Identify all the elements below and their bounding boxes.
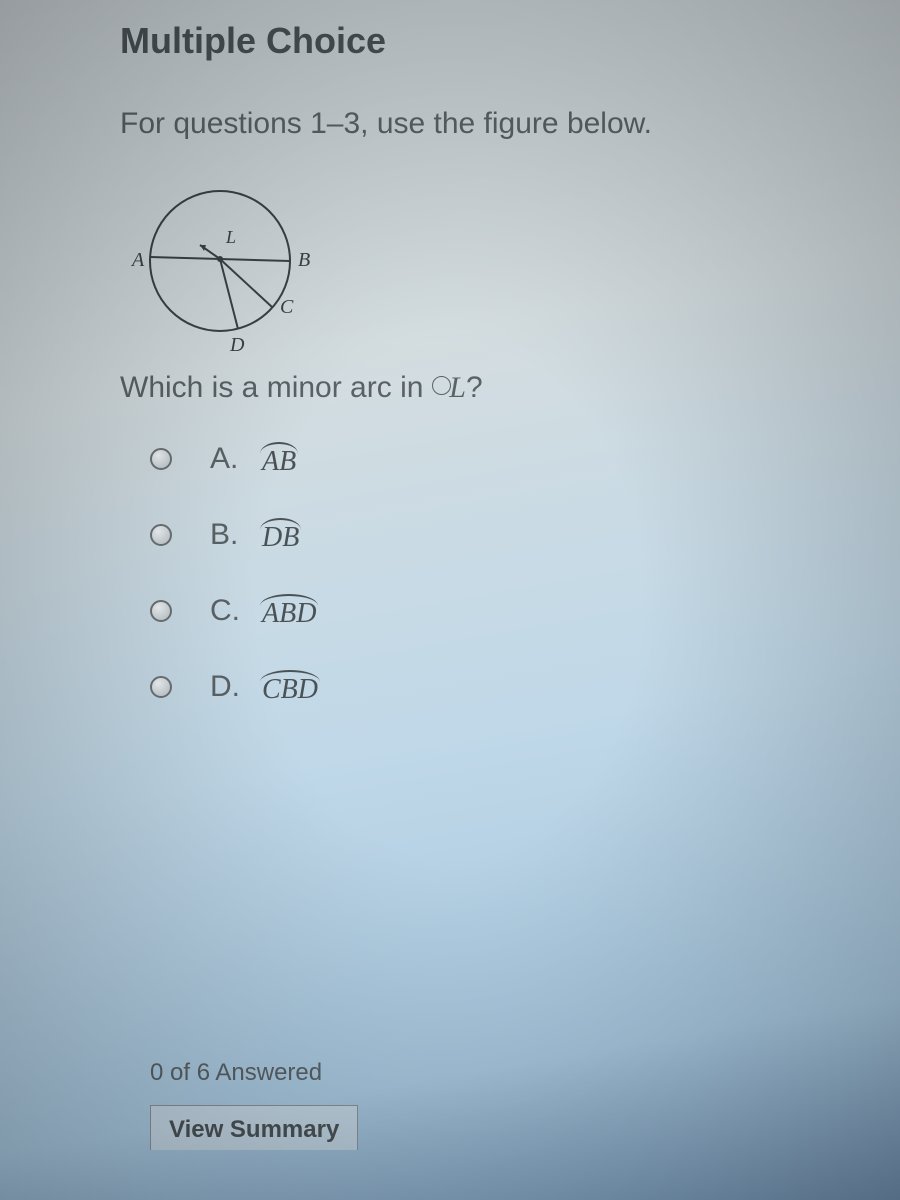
label-L: L (225, 227, 236, 247)
radio-C[interactable] (150, 600, 172, 622)
circle-variable: L (449, 371, 466, 404)
option-letter-C: C. (210, 594, 262, 628)
circle-diagram: A B C D L (120, 181, 340, 361)
arc-ABD: ABD (262, 592, 316, 630)
option-A[interactable]: A. AB (150, 440, 870, 478)
option-B[interactable]: B. DB (150, 516, 870, 554)
question-suffix: ? (466, 371, 483, 404)
option-letter-A: A. (210, 442, 262, 476)
radius-LC (220, 259, 272, 307)
label-A: A (130, 249, 145, 271)
quiz-page: Multiple Choice For questions 1–3, use t… (0, 0, 900, 706)
radio-B[interactable] (150, 524, 172, 546)
answered-status: 0 of 6 Answered (150, 1059, 358, 1087)
question-text: Which is a minor arc in L? (120, 371, 870, 405)
view-summary-button[interactable]: View Summary (150, 1105, 358, 1150)
arc-DB: DB (262, 516, 299, 554)
question-type-heading: Multiple Choice (120, 20, 870, 62)
footer: 0 of 6 Answered View Summary (150, 1059, 358, 1150)
figure-container: A B C D L (120, 181, 870, 361)
arc-AB: AB (262, 440, 296, 478)
question-prefix: Which is a minor arc in (120, 371, 432, 404)
options-list: A. AB B. DB C. ABD D. CBD (150, 440, 870, 706)
label-D: D (229, 334, 245, 356)
label-B: B (298, 249, 310, 271)
option-letter-D: D. (210, 670, 262, 704)
instructions-text: For questions 1–3, use the figure below. (120, 107, 870, 141)
radio-D[interactable] (150, 676, 172, 698)
arc-CBD: CBD (262, 668, 318, 706)
option-C[interactable]: C. ABD (150, 592, 870, 630)
option-D[interactable]: D. CBD (150, 668, 870, 706)
radio-A[interactable] (150, 448, 172, 470)
label-C: C (280, 296, 294, 318)
radius-LD (220, 259, 238, 329)
option-letter-B: B. (210, 518, 262, 552)
